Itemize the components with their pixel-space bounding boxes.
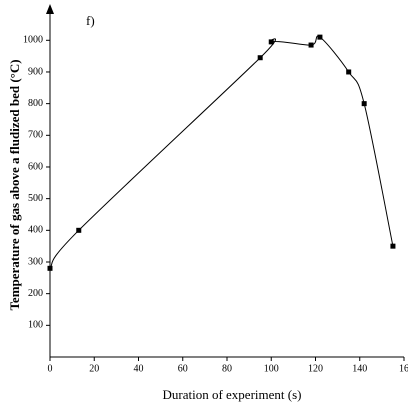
point <box>390 243 396 249</box>
y-tick-label: 100 <box>28 320 43 331</box>
x-tick-label: 120 <box>308 363 323 374</box>
y-tick-label: 200 <box>28 288 43 299</box>
y-tick-label: 900 <box>28 66 43 77</box>
x-axis-label: Duration of experiment (s) <box>163 387 302 402</box>
line <box>49 35 394 269</box>
point <box>346 69 352 75</box>
x-tick-label: 80 <box>222 363 232 374</box>
point <box>47 265 53 271</box>
point <box>361 101 367 107</box>
x-tick-label: 16 <box>399 363 408 374</box>
y-tick-label: 300 <box>28 256 43 267</box>
x-tick-label: 60 <box>178 363 188 374</box>
y-tick-label: 1000 <box>23 35 43 46</box>
y-axis-label: Temperature of gas above a fludized bed … <box>7 59 22 310</box>
y-tick-label: 500 <box>28 193 43 204</box>
x-tick-label: 40 <box>134 363 144 374</box>
x-tick-label: 20 <box>89 363 99 374</box>
y-axis-arrow <box>46 4 54 14</box>
y-tick-label: 600 <box>28 161 43 172</box>
point <box>308 42 314 48</box>
point <box>257 55 263 61</box>
x-tick-label: 100 <box>264 363 279 374</box>
y-tick-label: 400 <box>28 225 43 236</box>
x-tick-label: 140 <box>352 363 367 374</box>
x-tick-label: 0 <box>48 363 53 374</box>
y-tick-label: 700 <box>28 130 43 141</box>
point <box>317 34 323 40</box>
point <box>268 39 274 45</box>
point <box>76 227 82 233</box>
y-tick-label: 800 <box>28 98 43 109</box>
annotation: f) <box>86 13 95 28</box>
